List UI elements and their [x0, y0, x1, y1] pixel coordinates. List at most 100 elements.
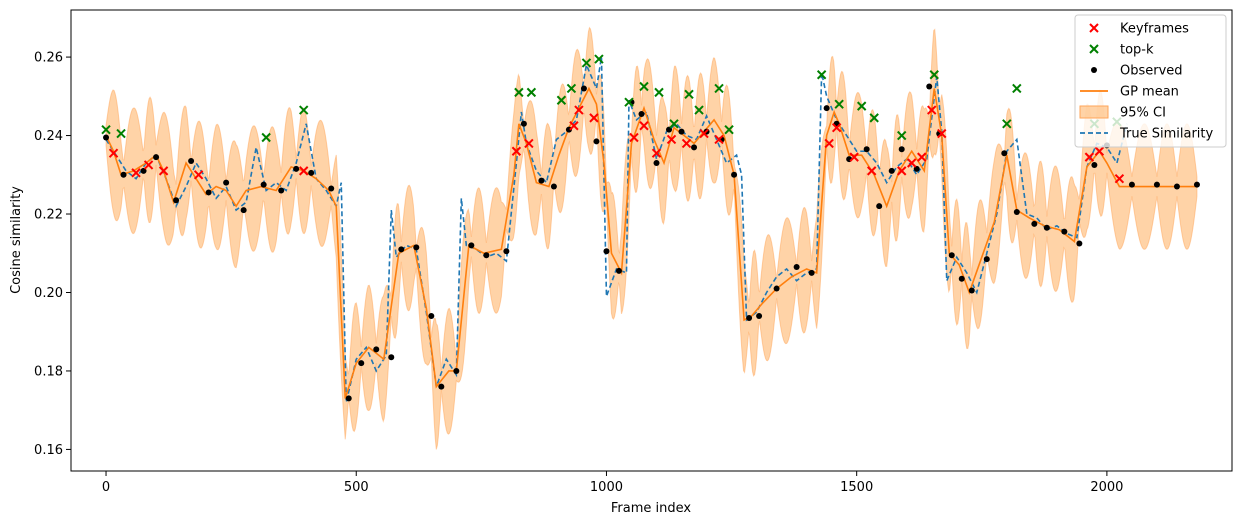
observed-point	[223, 179, 230, 186]
keyframe-marker-stroke	[639, 121, 649, 131]
keyframe-marker	[1114, 173, 1125, 184]
observed-point	[1043, 224, 1050, 231]
observed-point	[593, 138, 600, 145]
keyframe-marker	[108, 148, 119, 158]
observed-point	[278, 187, 285, 194]
keyframe-marker	[131, 168, 141, 178]
topk-marker-stroke	[594, 54, 604, 64]
topk-marker	[834, 99, 844, 109]
observed-point	[538, 177, 545, 184]
topk-marker-stroke	[261, 132, 271, 143]
observed-point	[793, 263, 800, 270]
topk-marker	[1012, 83, 1022, 94]
keyframe-marker-stroke	[524, 138, 534, 149]
keyframe-marker	[511, 146, 522, 156]
observed-point	[503, 248, 510, 255]
legend-handle-dot	[1091, 67, 1097, 73]
observed-point	[926, 83, 933, 90]
observed-point	[308, 169, 315, 176]
gp-mean-line	[105, 86, 1197, 399]
observed-point	[1013, 209, 1020, 216]
topk-marker-stroke	[624, 97, 634, 107]
keyframe-marker	[907, 158, 917, 168]
keyframe-marker-stroke	[629, 132, 639, 143]
observed-point	[438, 383, 445, 390]
observed-point	[888, 167, 895, 174]
observed-point	[1031, 220, 1038, 227]
topk-marker	[816, 70, 827, 80]
keyframe-marker-stroke	[511, 146, 522, 156]
topk-marker	[566, 83, 577, 94]
observed-point	[120, 171, 127, 178]
topk-marker	[514, 87, 524, 98]
topk-marker	[1002, 119, 1012, 129]
topk-marker	[724, 124, 734, 135]
gp-mean-layer	[105, 86, 1197, 399]
topk-marker	[654, 87, 664, 98]
observed-point	[328, 185, 335, 192]
topk-marker-stroke	[1002, 119, 1012, 129]
y-tick-label: 0.20	[34, 286, 63, 301]
topk-marker	[624, 97, 634, 107]
topk-marker-stroke	[816, 70, 827, 80]
observed-point	[453, 367, 460, 374]
keyframe-markers-layer	[108, 105, 1125, 184]
topk-marker-stroke	[639, 81, 649, 92]
observed-point	[746, 314, 753, 321]
x-tick-label: 0	[102, 480, 110, 495]
legend-label: Keyframes	[1120, 22, 1189, 37]
observed-point	[260, 181, 267, 188]
x-tick-label: 2000	[1090, 480, 1123, 495]
ci-band	[105, 26, 1198, 450]
topk-marker	[556, 95, 567, 105]
keyframe-marker-stroke	[699, 128, 709, 139]
observed-point	[398, 246, 405, 253]
topk-marker-stroke	[669, 119, 679, 129]
keyframe-marker-stroke	[866, 166, 877, 176]
legend-label: Observed	[1120, 64, 1183, 79]
keyframe-marker	[1094, 146, 1105, 156]
keyframe-marker-stroke	[831, 122, 842, 133]
observed-points-layer	[103, 83, 1200, 402]
keyframe-marker-stroke	[158, 166, 169, 176]
legend-label: 95% CI	[1120, 106, 1166, 121]
keyframe-marker-stroke	[589, 113, 599, 123]
keyframe-marker	[574, 105, 584, 115]
keyframe-marker-stroke	[651, 148, 662, 158]
keyframe-marker	[714, 134, 724, 145]
topk-marker-stroke	[298, 105, 309, 115]
keyframe-marker-stroke	[143, 160, 154, 170]
observed-point	[603, 248, 610, 255]
observed-point	[240, 207, 247, 214]
keyframe-marker	[629, 132, 639, 143]
topk-marker	[694, 105, 704, 115]
keyframe-marker	[937, 128, 947, 139]
keyframe-marker	[569, 121, 579, 131]
observed-point	[615, 267, 622, 274]
observed-point	[653, 160, 660, 167]
legend: Keyframes top-k Observed GP mean 95% CI True …	[1074, 14, 1227, 148]
topk-marker	[116, 128, 126, 139]
topk-marker-stroke	[1012, 83, 1022, 94]
observed-point	[103, 134, 110, 141]
observed-point	[876, 203, 883, 210]
keyframe-marker	[1084, 152, 1095, 162]
topk-marker-stroke	[834, 99, 844, 109]
y-tick-label: 0.26	[34, 51, 63, 66]
keyframe-marker-stroke	[937, 128, 947, 139]
keyframe-marker	[158, 166, 169, 176]
keyframe-marker-stroke	[1084, 152, 1095, 162]
topk-marker	[639, 81, 649, 92]
keyframe-marker-stroke	[824, 138, 834, 149]
observed-point	[428, 313, 435, 320]
observed-point	[358, 360, 365, 367]
observed-point	[1091, 161, 1098, 168]
topk-marker	[869, 113, 879, 123]
topk-marker-stroke	[714, 83, 724, 94]
keyframe-marker-stroke	[681, 138, 692, 149]
observed-point	[731, 171, 738, 178]
true-similarity-layer	[105, 56, 1128, 403]
keyframe-marker-stroke	[897, 166, 907, 176]
topk-marker-stroke	[684, 89, 694, 100]
observed-point	[373, 346, 380, 353]
